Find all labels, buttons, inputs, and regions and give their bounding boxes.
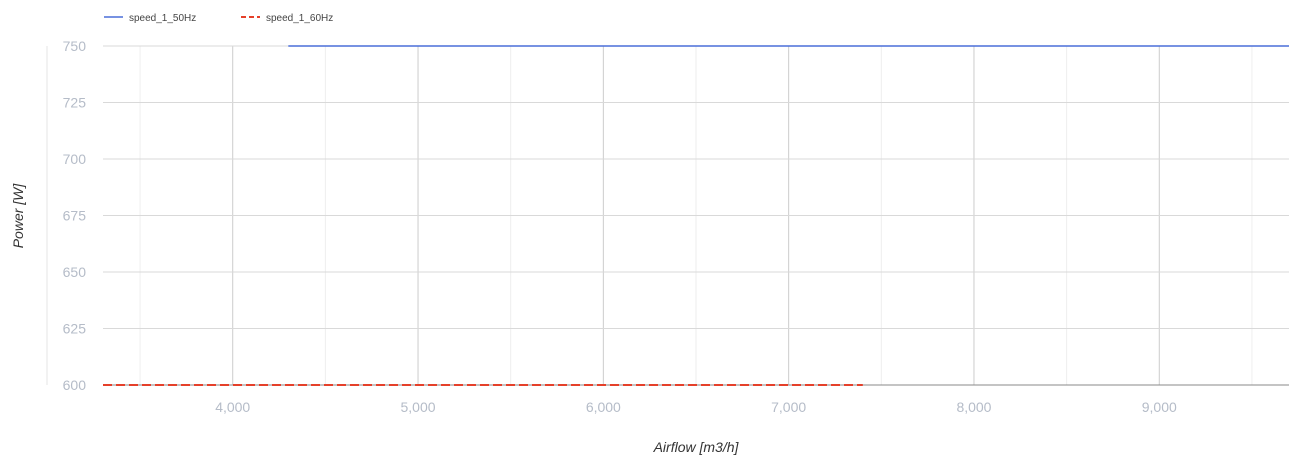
y-tick-label: 625 (63, 321, 87, 337)
y-tick-label: 600 (63, 377, 87, 393)
y-axis-ticks: 600 625 650 675 700 725 750 (63, 38, 87, 393)
legend[interactable]: speed_1_50Hz speed_1_60Hz (104, 13, 333, 24)
x-tick-label: 6,000 (586, 399, 621, 415)
x-axis-title: Airflow [m3/h] (653, 439, 740, 455)
y-tick-label: 675 (63, 208, 87, 224)
y-tick-label: 700 (63, 151, 87, 167)
y-tick-label: 650 (63, 264, 87, 280)
legend-item-label[interactable]: speed_1_50Hz (129, 13, 196, 24)
y-tick-label: 725 (63, 95, 87, 111)
x-tick-label: 5,000 (401, 399, 436, 415)
y-axis-title: Power [W] (10, 183, 26, 249)
legend-item-label[interactable]: speed_1_60Hz (266, 13, 333, 24)
x-tick-label: 4,000 (215, 399, 250, 415)
x-tick-label: 8,000 (956, 399, 991, 415)
x-tick-label: 7,000 (771, 399, 806, 415)
y-tick-label: 750 (63, 38, 87, 54)
series-lines (103, 45, 1289, 386)
x-axis-ticks: 4,000 5,000 6,000 7,000 8,000 9,000 (215, 399, 1177, 415)
grid (103, 45, 1289, 386)
x-tick-label: 9,000 (1142, 399, 1177, 415)
